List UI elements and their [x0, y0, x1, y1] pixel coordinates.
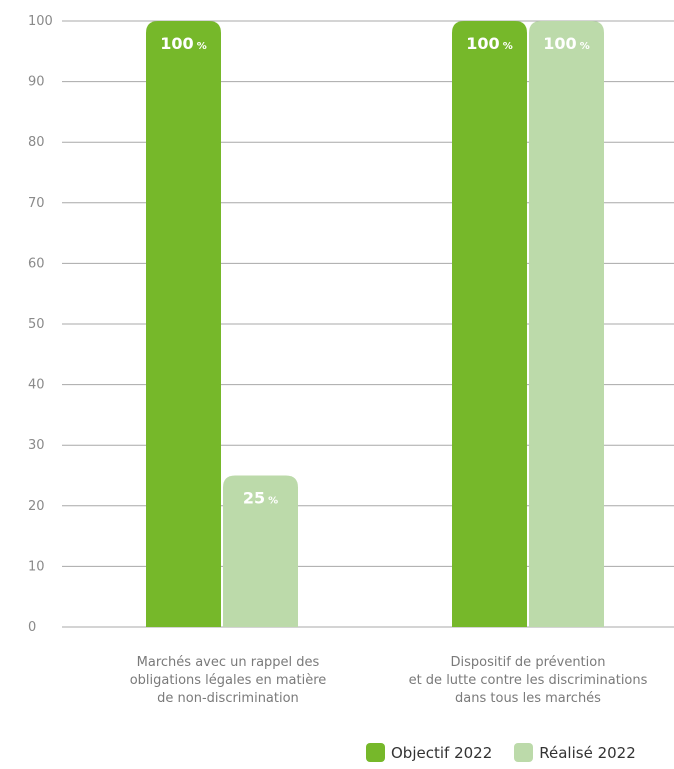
- y-tick-label-10: 10: [28, 559, 45, 574]
- category-label-0-line-0: Marchés avec un rappel des: [137, 655, 320, 670]
- category-label-0-line-2: de non-discrimination: [157, 691, 299, 706]
- category-label-1-line-2: dans tous les marchés: [455, 691, 601, 706]
- y-tick-label-100: 100: [28, 14, 53, 29]
- bar-realise-0: [223, 475, 298, 627]
- legend-swatch-realise: [514, 743, 534, 762]
- y-tick-label-50: 50: [28, 317, 45, 332]
- y-tick-label-80: 80: [28, 135, 45, 150]
- y-tick-label-20: 20: [28, 499, 45, 514]
- legend-label-objectif: Objectif 2022: [391, 743, 493, 762]
- data-label-objectif-1: 100%: [466, 34, 512, 53]
- y-tick-label-60: 60: [28, 256, 45, 271]
- data-label-realise-0: 25%: [243, 489, 278, 508]
- bar-realise-1: [529, 21, 604, 627]
- data-label-objectif-0: 100%: [160, 34, 206, 53]
- legend-item-objectif: Objectif 2022: [366, 743, 492, 762]
- bar-objectif-0: [146, 21, 221, 627]
- legend-item-realise: Réalisé 2022: [514, 743, 636, 762]
- legend: Objectif 2022 Réalisé 2022: [366, 743, 658, 762]
- legend-swatch-objectif: [366, 743, 385, 762]
- category-label-1-line-1: et de lutte contre les discriminations: [409, 673, 648, 688]
- y-tick-label-70: 70: [28, 196, 45, 211]
- y-tick-label-40: 40: [28, 378, 45, 393]
- data-label-realise-1: 100%: [543, 34, 589, 53]
- bar-objectif-1: [452, 21, 527, 627]
- y-tick-label-0: 0: [28, 620, 36, 635]
- y-tick-label-30: 30: [28, 438, 45, 453]
- category-label-0-line-1: obligations légales en matière: [130, 673, 327, 688]
- y-tick-label-90: 90: [28, 75, 45, 90]
- legend-label-realise: Réalisé 2022: [539, 743, 636, 762]
- category-label-1-line-0: Dispositif de prévention: [451, 655, 606, 670]
